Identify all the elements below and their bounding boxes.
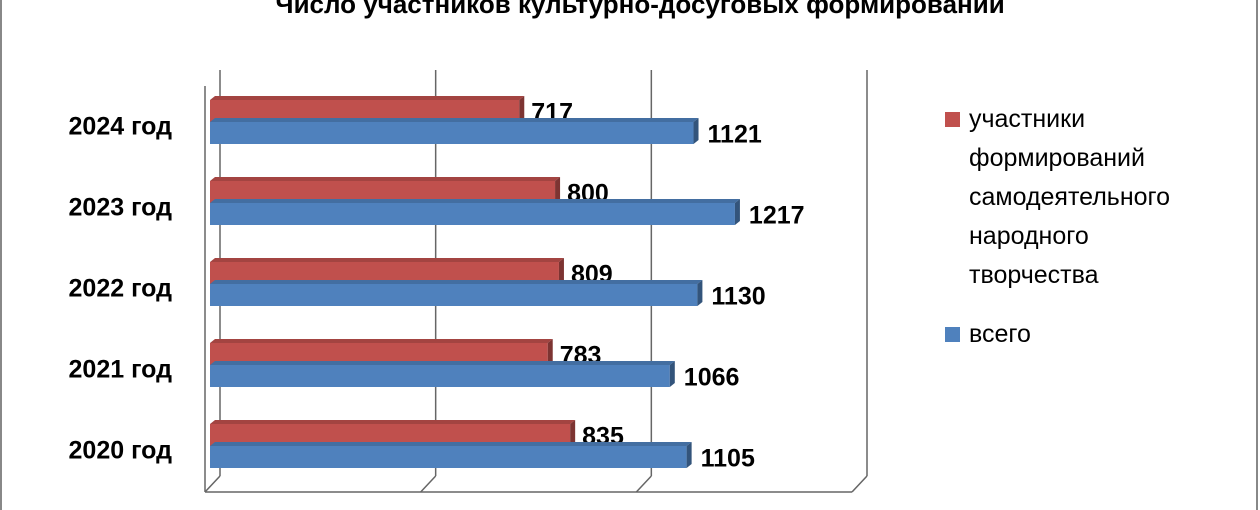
bar (210, 446, 687, 468)
bar-top (210, 199, 740, 203)
bar-side (558, 258, 564, 284)
bar-side (669, 361, 675, 387)
tick-mark (420, 475, 437, 493)
data-label: 1130 (711, 283, 765, 311)
tick-mark (204, 475, 221, 493)
bar (210, 181, 556, 203)
bar-side (519, 96, 525, 122)
bar-top (210, 118, 699, 122)
legend-item: участники формирований самодеятельного н… (945, 100, 1235, 295)
chart-title: Число участников культурно-досуговых фор… (275, 0, 1004, 19)
bar (210, 284, 698, 306)
tick-mark (635, 475, 652, 493)
bar (210, 122, 694, 144)
legend-label: участники формирований самодеятельного н… (969, 105, 1171, 289)
bar-top (210, 177, 561, 181)
bar-top (210, 280, 703, 284)
y-tick-label: 2020 год (69, 437, 173, 465)
bar-top (210, 420, 576, 424)
y-tick-label: 2021 год (69, 356, 173, 384)
y-tick-label: 2022 год (69, 275, 173, 303)
bar (210, 262, 559, 284)
bar-top (210, 258, 564, 262)
bar-side (570, 420, 576, 446)
legend-label: всего (969, 320, 1031, 348)
legend-item: всего (945, 315, 1235, 354)
bar-side (734, 199, 740, 225)
data-label: 1105 (701, 445, 755, 473)
y-tick-label: 2023 год (69, 194, 173, 222)
bar-top (210, 361, 675, 365)
bar-top (210, 339, 553, 343)
bar (210, 365, 670, 387)
bar-side (697, 280, 703, 306)
bar-side (686, 442, 692, 468)
bar (210, 343, 548, 365)
bar (210, 203, 735, 225)
legend-swatch (945, 112, 960, 127)
bar (210, 424, 571, 446)
y-tick-label: 2024 год (69, 113, 173, 141)
bar-side (555, 177, 561, 203)
tick-mark (851, 475, 868, 493)
bar (210, 100, 520, 122)
data-label: 1121 (708, 121, 762, 149)
bar-side (693, 118, 699, 144)
bar-top (210, 96, 525, 100)
bar-top (210, 442, 692, 446)
bar-side (547, 339, 553, 365)
data-label: 1066 (684, 364, 740, 392)
data-label: 1217 (749, 202, 805, 230)
legend-swatch (945, 327, 960, 342)
